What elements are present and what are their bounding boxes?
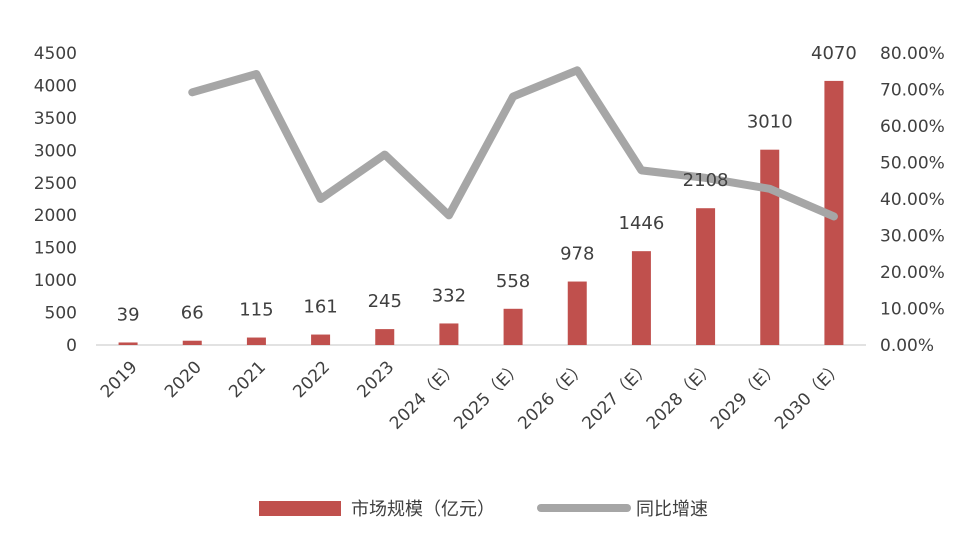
x-tick-label: 2023 [354,357,399,402]
bar [760,149,780,345]
y-right-tick-label: 70.00% [880,81,945,101]
bar [631,251,651,345]
line-series [188,66,838,221]
x-tick-label: 2028（E） [643,357,719,433]
y-left-tick-label: 4500 [34,44,77,64]
y-left-tick-label: 4000 [34,76,77,96]
y-left-tick-label: 2500 [34,174,77,194]
bar-data-label: 39 [117,304,140,325]
x-axis: 2019 2020 2021 2022 20232024（E）2025（E）2026（E… [97,357,848,433]
bar [118,342,138,345]
bar-data-label: 4070 [811,43,857,64]
bar [375,329,395,345]
bar [503,308,523,345]
y-left-tick-label: 500 [45,304,77,324]
bar-data-label: 115 [239,300,273,321]
bar [439,323,459,345]
y-right-tick-label: 40.00% [880,190,945,210]
x-tick-label: 2022 [289,357,334,402]
y-right-tick-label: 20.00% [880,263,945,283]
x-tick-label: 2020 [161,357,206,402]
bar [567,281,587,345]
y-right-tick-label: 60.00% [880,117,945,137]
y-right-tick-label: 80.00% [880,44,945,64]
bar-data-label: 978 [560,244,594,265]
y-right-tick-label: 0.00% [880,336,934,356]
y-left-tick-label: 3500 [34,109,77,129]
bar-data-label: 161 [303,297,337,318]
legend-swatch-bar [259,501,341,516]
bar-data-label: 558 [496,271,530,292]
y-right-tick-label: 30.00% [880,227,945,247]
bar-data-label: 3010 [747,112,793,133]
x-tick-label: 2026（E） [514,357,590,433]
bar-data-label: 66 [181,303,204,324]
y-left-tick-label: 2000 [34,206,77,226]
y-right-tick-label: 10.00% [880,300,945,320]
y-left-tick-label: 0 [66,336,77,356]
y-left-tick-label: 3000 [34,141,77,161]
x-tick-label: 2024（E） [386,357,462,433]
bar-data-label: 1446 [619,213,665,234]
left-axis: 0 500 1000 1500 2000 2500 3000 3500 4000 4500 [34,44,77,356]
x-tick-label: 2019 [97,357,142,402]
bar [696,208,716,345]
legend: 市场规模（亿元） 同比增速 [259,499,708,520]
bar [246,337,266,345]
legend-label-line: 同比增速 [636,499,708,520]
x-tick-label: 2027（E） [579,357,655,433]
y-left-tick-label: 1000 [34,271,77,291]
growth-line [188,66,838,221]
bar [182,340,202,345]
bar-data-label: 2108 [683,170,729,191]
bar-series [118,80,844,345]
x-tick-label: 2030（E） [771,357,847,433]
y-right-tick-label: 50.00% [880,154,945,174]
bar-data-label: 332 [432,285,466,306]
legend-label-bar: 市场规模（亿元） [351,499,495,520]
bar-data-label: 245 [368,291,402,312]
bar-data-labels: 39 66 115 161 245 332 558 978 1446 2108 3010 4070 [117,43,857,326]
x-tick-label: 2029（E） [707,357,783,433]
x-tick-label: 2021 [225,357,270,402]
y-left-tick-label: 1500 [34,239,77,259]
x-tick-label: 2025（E） [450,357,526,433]
bar [311,334,331,345]
right-axis: 0.00% 10.00% 20.00% 30.00% 40.00% 50.00% 60.00… [880,44,945,356]
